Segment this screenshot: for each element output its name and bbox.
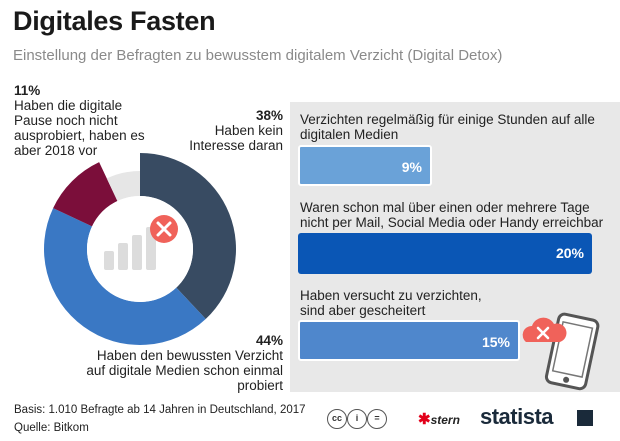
slice-text-44: Haben den bewussten Verzicht auf digital… — [86, 348, 283, 393]
slice-text-11: Haben die digitale Pause noch nicht ausp… — [14, 98, 145, 158]
x-circle-icon — [150, 215, 178, 243]
statista-mark — [577, 410, 593, 426]
slice-label-11: 11% Haben die digitale Pause noch nicht … — [14, 83, 164, 158]
signal-bars-icon — [104, 227, 156, 270]
slice-pct-44: 44% — [255, 333, 283, 348]
attribution-icon[interactable]: i — [347, 409, 367, 429]
donut-slice-remainder — [106, 171, 140, 202]
page-title: Digitales Fasten — [13, 6, 216, 36]
footer-basis: Basis: 1.010 Befragte ab 14 Jahren in De… — [14, 404, 306, 416]
slice-text-38: Haben kein Interesse daran — [189, 123, 283, 153]
bar-value-0: 9% — [401, 159, 422, 175]
donut-slice-11 — [53, 162, 118, 227]
bar-value-1: 20% — [555, 245, 584, 261]
stern-logo-text: stern — [430, 413, 460, 427]
donut-chart — [43, 153, 236, 345]
slice-label-44: 44% Haben den bewussten Verzicht auf dig… — [80, 333, 283, 393]
smartphone-icon — [522, 312, 600, 391]
donut-slice-44 — [43, 208, 206, 345]
bar-question-1: Waren schon mal über einen oder mehrere … — [300, 200, 604, 230]
donut-slice-38 — [140, 153, 236, 319]
cloud-x-icon — [522, 317, 567, 342]
slice-label-38: 38% Haben kein Interesse daran — [160, 108, 283, 153]
no-derivatives-icon[interactable]: = — [367, 409, 387, 429]
stern-logo[interactable]: ✱stern — [418, 411, 460, 428]
footer-quelle: Quelle: Bitkom — [14, 422, 89, 434]
donut-slices — [43, 153, 236, 345]
bar-question-0: Verzichten regelmäßig für einige Stunden… — [300, 112, 595, 142]
bar-1: 20% — [298, 233, 592, 274]
statista-logo[interactable]: statista — [480, 404, 554, 429]
bar-value-2: 15% — [481, 334, 510, 350]
page-subtitle: Einstellung der Befragten zu bewusstem d… — [13, 47, 503, 64]
slice-pct-11: 11% — [14, 83, 41, 98]
creative-commons-icon[interactable]: cc — [327, 409, 347, 429]
bar-2: 15% — [298, 320, 520, 361]
slice-pct-38: 38% — [255, 108, 283, 123]
bar-0: 9% — [298, 145, 432, 186]
bar-question-2: Haben versucht zu verzichten, sind aber … — [300, 288, 482, 318]
